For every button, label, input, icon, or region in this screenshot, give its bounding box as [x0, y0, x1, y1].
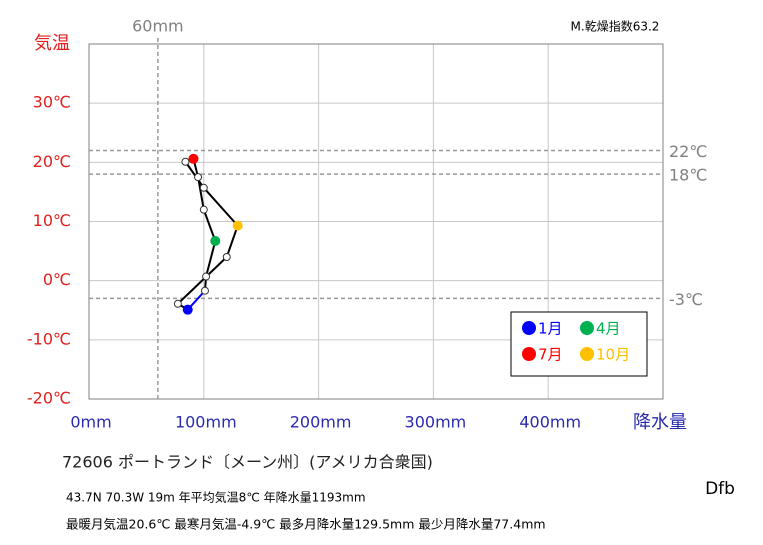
- legend-marker: [522, 321, 536, 335]
- data-point: [232, 220, 243, 231]
- plot-border: [88, 43, 664, 400]
- x-tick-label: 300mm: [405, 413, 467, 432]
- climograph-segment: [202, 209, 217, 242]
- data-point: [200, 286, 209, 295]
- data-point: [210, 236, 221, 247]
- y-tick-label: 0℃: [43, 270, 71, 289]
- station-info: 最暖月気温20.6℃ 最寒月気温-4.9℃ 最多月降水量129.5mm 最少月降…: [66, 517, 546, 532]
- y-tick-label: 20℃: [33, 152, 71, 171]
- data-point: [194, 173, 203, 182]
- reference-label: -3℃: [669, 290, 703, 309]
- legend-marker: [522, 347, 536, 361]
- climograph-segment: [184, 161, 205, 189]
- y-tick-label: -10℃: [27, 329, 71, 348]
- x-axis-label: 降水量: [633, 412, 687, 433]
- reference-label: 18℃: [669, 166, 707, 185]
- y-tick-label: 10℃: [33, 211, 71, 230]
- data-point: [222, 253, 231, 261]
- climograph-segment: [205, 240, 217, 277]
- legend-marker: [580, 347, 594, 361]
- legend-box: [510, 311, 648, 377]
- climate-class: Dfb: [705, 479, 735, 499]
- x-tick-label: 200mm: [290, 413, 352, 432]
- data-point: [181, 157, 190, 166]
- legend-label: 10月: [596, 346, 630, 364]
- y-tick-label: 30℃: [33, 93, 71, 112]
- legend-marker: [580, 321, 594, 335]
- legend-label: 1月: [538, 320, 563, 338]
- reference-label: 60mm: [132, 17, 184, 36]
- dryness-index: M.乾燥指数63.2: [571, 19, 660, 34]
- data-point: [199, 183, 208, 192]
- reference-label: 22℃: [669, 142, 707, 161]
- data-point: [182, 304, 193, 315]
- x-tick-label: 0mm: [70, 413, 111, 432]
- legend-label: 4月: [596, 320, 621, 338]
- x-tick-label: 100mm: [175, 413, 237, 432]
- data-point: [188, 153, 199, 164]
- data-point: [173, 299, 182, 308]
- x-tick-label: 400mm: [519, 413, 581, 432]
- data-point: [199, 205, 208, 214]
- legend-label: 7月: [538, 346, 563, 364]
- climograph-segment: [225, 225, 239, 258]
- climograph-segment: [177, 256, 228, 305]
- data-point: [202, 272, 211, 281]
- station-name: 72606 ポートランド〔メーン州〕(アメリカ合衆国): [62, 453, 433, 472]
- station-info: 43.7N 70.3W 19m 年平均気温8℃ 年降水量1193mm: [66, 490, 366, 505]
- climograph-segment: [203, 187, 239, 227]
- y-tick-label: -20℃: [27, 389, 71, 408]
- y-axis-label: 気温: [34, 33, 70, 54]
